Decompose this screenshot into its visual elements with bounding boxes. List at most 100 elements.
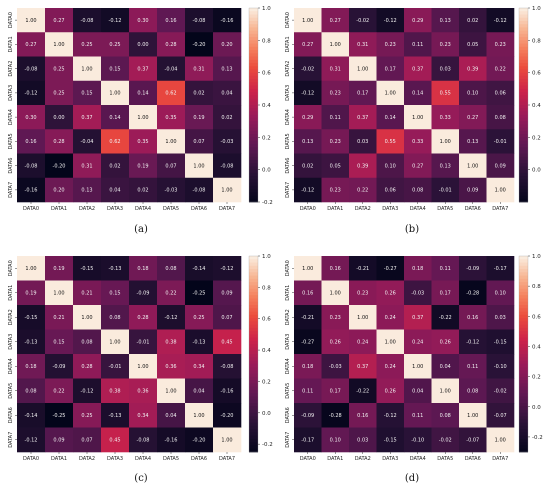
heatmap-cell (404, 354, 432, 379)
colorbar-segment (519, 127, 528, 132)
cell-value-label: -0.12 (301, 188, 314, 194)
colorbar-segment (519, 82, 528, 86)
heatmap-cell (17, 105, 46, 130)
colorbar-segment (519, 314, 528, 319)
heatmap-cell (404, 256, 432, 281)
x-tick-label: DATA1 (327, 456, 343, 462)
heatmap-cell (404, 32, 432, 57)
heatmap-cell (349, 32, 377, 57)
colorbar-segment (519, 11, 528, 15)
colorbar-segment (249, 163, 258, 167)
cell-value-label: 0.33 (440, 115, 451, 121)
cell-value-label: -0.16 (25, 188, 38, 194)
heatmap-cell (431, 8, 460, 33)
cell-value-label: -0.13 (25, 340, 38, 346)
colorbar-segment (249, 189, 258, 193)
cell-value-label: 0.08 (412, 188, 423, 194)
colorbar-segment (519, 88, 528, 93)
heatmap-cell (486, 129, 515, 154)
colorbar-segment (519, 275, 528, 280)
heatmap-cell (349, 129, 377, 154)
x-tick-label: DATA3 (107, 206, 123, 212)
heatmap-cell (157, 305, 186, 330)
heatmap-cell (486, 80, 515, 106)
cell-value-label: 1.00 (495, 438, 506, 444)
heatmap-cell (73, 80, 102, 106)
colorbar-segment (519, 50, 528, 54)
heatmap-cell (459, 354, 487, 379)
cell-value-label: 1.00 (357, 315, 368, 321)
heatmap-cell (376, 80, 405, 106)
cell-value-label: 0.25 (81, 413, 92, 419)
cell-value-label: 0.29 (302, 115, 313, 121)
cell-value-label: 0.08 (81, 340, 92, 346)
cell-value-label: 0.16 (165, 18, 176, 24)
heatmap-cell (185, 80, 214, 106)
cell-value-label: 0.26 (385, 291, 396, 297)
colorbar-segment (249, 357, 258, 361)
colorbar-segment (249, 105, 258, 109)
cell-value-label: -0.20 (193, 42, 206, 48)
colorbar-segment (249, 275, 258, 280)
cell-value-label: 0.24 (385, 364, 396, 370)
cell-value-label: 0.19 (137, 163, 148, 169)
y-tick-label: DATA1 (285, 285, 291, 301)
heatmap-cell (157, 56, 186, 82)
cell-value-label: 0.02 (467, 18, 478, 24)
heatmap-cell (431, 56, 460, 82)
cell-value-label: -0.09 (301, 413, 314, 419)
heatmap-cell (45, 32, 74, 57)
heatmap-cell (459, 280, 487, 306)
colorbar-segment (519, 24, 528, 28)
colorbar-segment (519, 59, 528, 64)
colorbar-segment (249, 50, 258, 54)
heatmap-cell (17, 32, 46, 57)
heatmap-cell (486, 56, 515, 82)
colorbar-segment (249, 305, 258, 309)
cell-value-label: 1.00 (25, 266, 36, 272)
cell-value-label: 1.00 (165, 139, 176, 145)
cell-value-label: -0.04 (165, 66, 178, 72)
heatmap-cell (321, 427, 350, 453)
heatmap-cell (45, 56, 74, 82)
heatmap-cell (45, 80, 74, 106)
heatmap-cell (73, 129, 102, 154)
x-tick-label: DATA6 (465, 206, 481, 212)
heatmap-cell (349, 153, 377, 179)
colorbar-segment (519, 445, 528, 450)
heatmap-cell (294, 105, 322, 130)
heatmap-cell (45, 105, 74, 130)
colorbar-segment (519, 354, 528, 358)
colorbar-segment (249, 14, 258, 19)
y-tick-label: DATA5 (285, 383, 291, 399)
colorbar-segment (519, 30, 528, 35)
cell-value-label: 0.18 (412, 266, 423, 272)
colorbar-segment (519, 311, 528, 316)
colorbar-segment (249, 363, 258, 368)
colorbar-segment (519, 272, 528, 276)
colorbar-segment (249, 182, 258, 187)
colorbar-segment (519, 130, 528, 135)
heatmap-cell (17, 80, 46, 106)
heatmap-cell (17, 153, 46, 179)
colorbar-tick-label: 0.2 (262, 379, 271, 385)
heatmap-cell (294, 80, 322, 106)
heatmap-cell (431, 129, 460, 154)
y-tick-label: DATA0 (8, 260, 14, 276)
x-tick-label: DATA2 (79, 456, 95, 462)
cell-value-label: 0.28 (165, 42, 176, 48)
colorbar-segment (519, 117, 528, 122)
colorbar-segment (519, 305, 528, 309)
cell-value-label: 0.15 (109, 291, 120, 297)
cell-value-label: -0.02 (301, 66, 314, 72)
cell-value-label: 0.23 (330, 315, 341, 321)
cell-value-label: -0.13 (109, 413, 122, 419)
heatmap-cell (213, 80, 242, 106)
y-tick-label: DATA4 (285, 109, 291, 125)
colorbar-tick-label: 0.2 (532, 135, 541, 141)
colorbar-segment (519, 156, 528, 161)
cell-value-label: 0.27 (302, 42, 313, 48)
cell-value-label: 0.34 (137, 413, 148, 419)
heatmap-cell (376, 105, 405, 130)
heatmap-cell (17, 378, 46, 404)
